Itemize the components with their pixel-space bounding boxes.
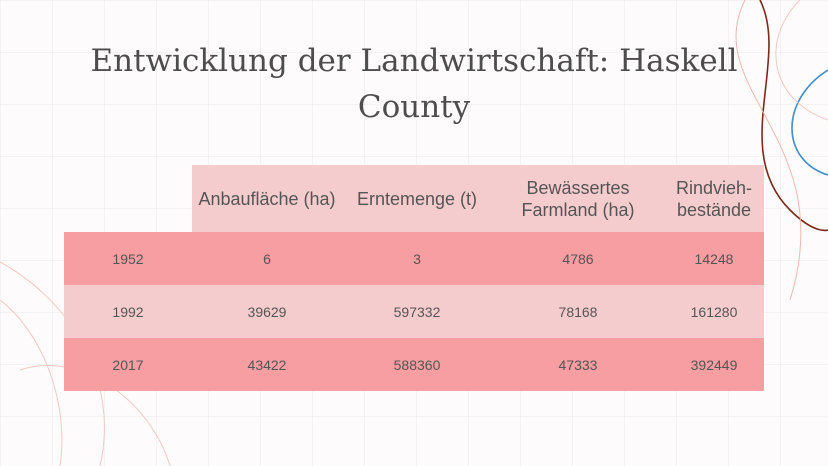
table-cell: 43422 xyxy=(192,338,342,391)
table-cell: 39629 xyxy=(192,285,342,338)
table-cell: 6 xyxy=(192,232,342,285)
table-cell: 392449 xyxy=(664,338,764,391)
table-cell-year: 2017 xyxy=(64,338,192,391)
table-row: 1952 6 3 4786 14248 xyxy=(64,232,764,285)
header-anbauflaeche: Anbaufläche (ha) xyxy=(192,165,342,232)
slide-title: Entwicklung der Landwirtschaft: Haskell … xyxy=(90,43,738,125)
header-cell-empty xyxy=(64,165,192,232)
table-cell-year: 1992 xyxy=(64,285,192,338)
table-cell: 4786 xyxy=(492,232,664,285)
data-table: Anbaufläche (ha) Erntemenge (t) Bewässer… xyxy=(64,165,764,391)
header-rindviehbestaende: Rindvieh-bestände xyxy=(664,165,764,232)
table-cell: 588360 xyxy=(342,338,492,391)
header-bewaessertes-farmland: Bewässertes Farmland (ha) xyxy=(492,165,664,232)
table-cell-year: 1952 xyxy=(64,232,192,285)
table-row: 2017 43422 588360 47333 392449 xyxy=(64,338,764,391)
table-cell: 47333 xyxy=(492,338,664,391)
table-cell: 78168 xyxy=(492,285,664,338)
table-cell: 597332 xyxy=(342,285,492,338)
table-cell: 3 xyxy=(342,232,492,285)
header-erntemenge: Erntemenge (t) xyxy=(342,165,492,232)
table-cell: 14248 xyxy=(664,232,764,285)
table-cell: 161280 xyxy=(664,285,764,338)
table-row: 1992 39629 597332 78168 161280 xyxy=(64,285,764,338)
table-header-row: Anbaufläche (ha) Erntemenge (t) Bewässer… xyxy=(64,165,764,232)
